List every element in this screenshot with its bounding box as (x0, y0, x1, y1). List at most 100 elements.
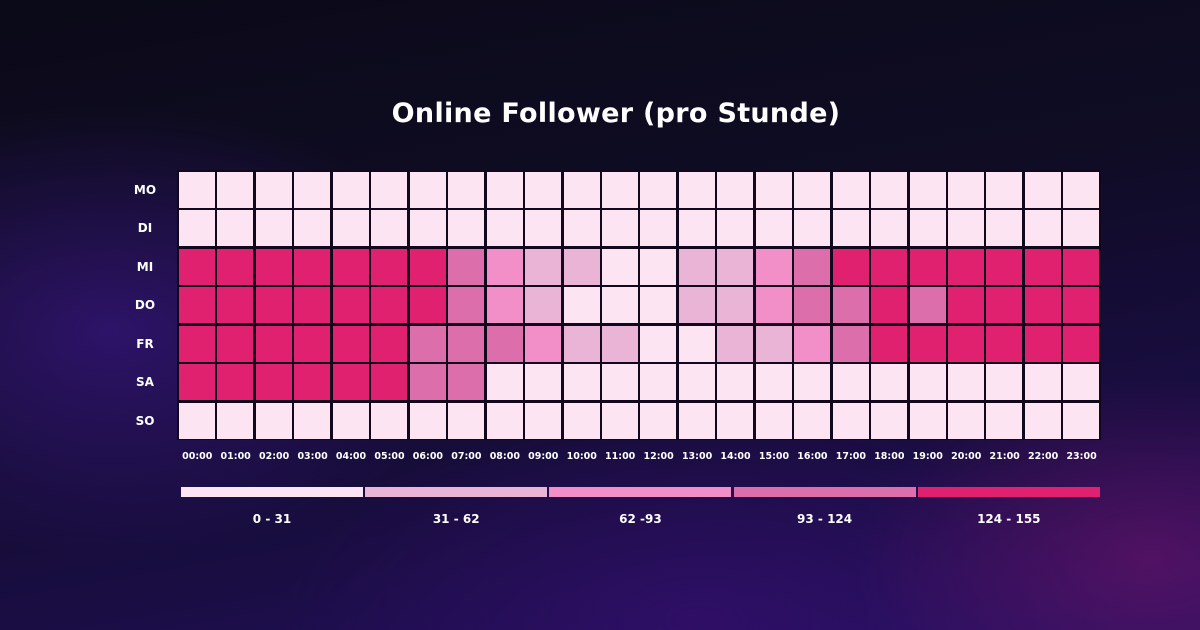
heatmap-cell (448, 287, 485, 324)
heatmap-cell (486, 364, 523, 401)
heatmap-cell (601, 172, 638, 208)
heatmap-cell (255, 287, 292, 324)
heatmap-cell (525, 364, 562, 401)
heatmap-cell (717, 172, 754, 208)
heatmap-cell (332, 210, 369, 247)
heatmap-cell (717, 210, 754, 247)
heatmap-cell (525, 248, 562, 285)
heatmap-cell (755, 172, 792, 208)
heatmap-cell (601, 210, 638, 247)
heatmap-cell (794, 402, 831, 439)
heatmap-cell (448, 172, 485, 208)
heatmap-cell (601, 325, 638, 362)
hour-label: 13:00 (681, 451, 713, 462)
heatmap-cell (332, 287, 369, 324)
heatmap-cell (755, 210, 792, 247)
heatmap-cell (1024, 402, 1061, 439)
hour-label: 06:00 (412, 451, 444, 462)
heatmap-cell (563, 287, 600, 324)
hour-label: 12:00 (643, 451, 674, 462)
heatmap-cell (448, 325, 485, 362)
heatmap-cell (448, 364, 485, 401)
heatmap-cell (832, 325, 869, 362)
heatmap-cell (563, 210, 600, 247)
heatmap-cell (986, 248, 1023, 285)
heatmap-cell (217, 325, 254, 362)
heatmap-cell (909, 248, 946, 285)
heatmap-cell (409, 364, 446, 401)
heatmap-cell (1024, 172, 1061, 208)
heatmap-cell (448, 248, 485, 285)
heatmap-cell (371, 402, 408, 439)
heatmap-cell (294, 325, 331, 362)
heatmap-cell (755, 402, 792, 439)
heatmap-cell (1063, 325, 1100, 362)
heatmap-cell (255, 402, 292, 439)
heatmap-cell (371, 172, 408, 208)
heatmap-cell (371, 325, 408, 362)
heatmap-cell (294, 210, 331, 247)
heatmap-cell (563, 248, 600, 285)
heatmap-cell (678, 248, 715, 285)
heatmap-cell (717, 402, 754, 439)
legend-label: 31 - 62 (432, 512, 480, 526)
heatmap-cell (525, 172, 562, 208)
heatmap-cell (332, 402, 369, 439)
heatmap-cell (909, 325, 946, 362)
hour-label: 01:00 (220, 451, 251, 462)
heatmap-cell (409, 325, 446, 362)
heatmap-cell (179, 402, 215, 439)
heatmap-cell (871, 172, 908, 208)
heatmap-cell (755, 248, 792, 285)
heatmap-cell (1024, 325, 1061, 362)
heatmap-cell (179, 364, 215, 401)
heatmap-cell (294, 402, 331, 439)
heatmap-cell (486, 172, 523, 208)
heatmap-cell (717, 325, 754, 362)
hour-label: 08:00 (489, 451, 520, 462)
heatmap-cell (794, 364, 831, 401)
legend-swatch (733, 487, 916, 497)
heatmap-cell (294, 287, 331, 324)
heatmap-cell (332, 325, 369, 362)
hour-label: 16:00 (797, 451, 828, 462)
heatmap-cell (1024, 364, 1061, 401)
hour-label: 15:00 (758, 451, 790, 462)
heatmap-cell (678, 364, 715, 401)
heatmap-cell (640, 210, 677, 247)
day-label: DI (137, 221, 153, 236)
heatmap-cell (563, 325, 600, 362)
hour-label: 07:00 (451, 451, 482, 462)
heatmap-cell (755, 325, 792, 362)
heatmap-cell (678, 287, 715, 324)
heatmap-cell (678, 325, 715, 362)
hour-label: 17:00 (835, 451, 866, 462)
heatmap-cell (871, 248, 908, 285)
heatmap-cell (871, 325, 908, 362)
hour-label: 09:00 (528, 451, 559, 462)
heatmap-cell (255, 210, 292, 247)
heatmap-cell (448, 402, 485, 439)
heatmap-cell (486, 402, 523, 439)
heatmap-cell (871, 287, 908, 324)
hour-label: 23:00 (1066, 451, 1097, 462)
legend-label: 0 - 31 (252, 512, 292, 526)
heatmap-cell (332, 248, 369, 285)
heatmap-cell (525, 210, 562, 247)
heatmap-cell (601, 402, 638, 439)
heatmap-cell (832, 402, 869, 439)
heatmap-cell (486, 248, 523, 285)
day-label: MO (133, 183, 157, 197)
heatmap-cell (563, 364, 600, 401)
heatmap-cell (332, 172, 369, 208)
heatmap-cell (409, 210, 446, 247)
heatmap-cell (217, 248, 254, 285)
heatmap-cell (717, 248, 754, 285)
chart-title: Online Follower (pro Stunde) (391, 98, 841, 129)
heatmap-cell (986, 210, 1023, 247)
hour-label: 22:00 (1028, 451, 1059, 462)
heatmap-cell (563, 402, 600, 439)
heatmap-cell (1063, 364, 1100, 401)
legend-label: 62 -93 (619, 512, 662, 526)
heatmap-cell (832, 287, 869, 324)
